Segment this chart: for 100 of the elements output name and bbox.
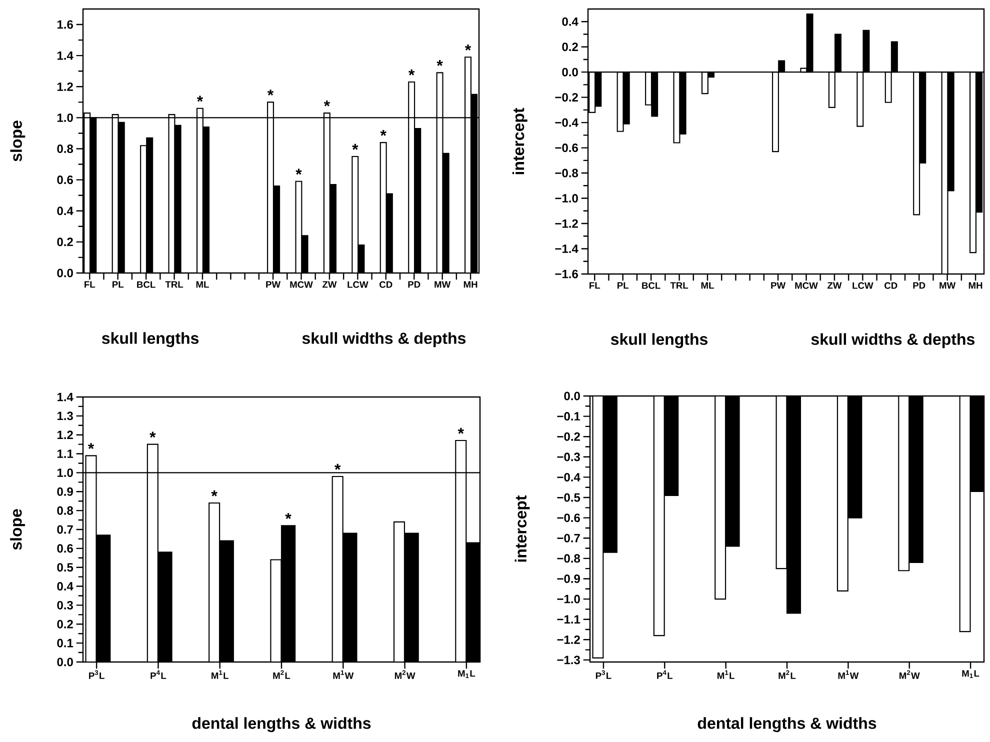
y-tick-label: 1.0 <box>57 468 73 477</box>
y-tick-label: −0.6 <box>555 144 578 152</box>
y-tick-label: 1.1 <box>57 450 74 458</box>
y-tick-label: −1.1 <box>557 615 580 624</box>
annotation: * <box>296 168 302 175</box>
text: skull widths & depths <box>302 332 466 348</box>
y-tick-label: 0.9 <box>57 487 73 496</box>
x-tick-label: M$^{2}$W <box>900 670 920 679</box>
y-tick-label: −0.4 <box>557 472 580 482</box>
y-tick-label: 1.4 <box>57 51 74 60</box>
y-tick-label: −1.4 <box>555 244 578 253</box>
x-axis-title: dental lengths & widths <box>192 717 371 732</box>
y-tick-label: 0.6 <box>57 544 73 553</box>
text: skull lengths <box>610 333 708 348</box>
x-tick-label: M$_{1}$L <box>962 670 980 678</box>
x-tick-label: PD <box>913 282 926 289</box>
x-tick-label: MH <box>464 281 478 288</box>
y-tick-label: 1.2 <box>57 82 73 91</box>
y-tick-label: 0.6 <box>57 176 73 184</box>
annotation: * <box>380 130 386 136</box>
y-tick-label: −0.8 <box>555 168 578 178</box>
annotation: * <box>150 432 156 438</box>
annotation: * <box>408 69 415 76</box>
annotation: * <box>196 96 204 102</box>
annotation: * <box>324 100 330 106</box>
y-tick-label: 0.0 <box>564 392 580 400</box>
y-axis-title: slope <box>10 120 26 162</box>
y-tick-label: −0.7 <box>557 534 580 542</box>
annotation: * <box>464 44 472 50</box>
annotation: * <box>285 513 292 520</box>
x-tick-label: PW <box>266 281 281 288</box>
y-tick-label: 0.2 <box>57 620 73 628</box>
y-tick-label: 1.6 <box>57 20 73 29</box>
y-tick-label: −0.4 <box>555 118 578 127</box>
y-tick-label: 0.8 <box>57 144 74 154</box>
x-tick-label: M$^{1}$L <box>718 670 734 679</box>
x-axis-title: dental lengths & widths <box>698 717 876 732</box>
x-tick-label: ML <box>701 282 714 289</box>
x-tick-label: PD <box>408 281 420 288</box>
x-tick-label: M$^{2}$L <box>273 670 290 679</box>
x-tick-label: ZW <box>827 282 842 289</box>
x-tick-label: BCL <box>137 281 156 288</box>
y-tick-label: −0.6 <box>557 514 580 522</box>
x-tick-label: M$^{1}$W <box>838 670 859 679</box>
x-tick-label: P$^{4}$L <box>657 670 673 679</box>
y-tick-label: 0.7 <box>57 525 73 534</box>
x-tick-label: LCW <box>348 281 368 288</box>
y-tick-label: 0.0 <box>57 658 73 666</box>
y-tick-label: −0.5 <box>557 493 580 502</box>
x-tick-label: PL <box>618 282 629 289</box>
y-axis-title: intercept <box>514 495 530 562</box>
y-tick-label: 0.0 <box>57 268 73 278</box>
y-tick-label: 1.3 <box>57 412 73 420</box>
y-tick-label: 0.3 <box>57 600 73 610</box>
x-tick-label: MW <box>940 282 956 289</box>
x-tick-label: M$^{2}$W <box>394 670 416 679</box>
y-tick-label: 1.2 <box>57 430 73 440</box>
x-tick-label: ML <box>196 281 209 288</box>
x-tick-label: PL <box>112 281 124 288</box>
x-tick-label: MCW <box>290 281 313 288</box>
y-tick-label: −0.8 <box>557 554 580 563</box>
y-tick-label: −0.1 <box>557 412 580 421</box>
y-tick-label: −0.9 <box>557 574 580 583</box>
annotation: * <box>267 90 274 96</box>
y-tick-label: 0.4 <box>57 206 74 216</box>
x-tick-label: BCL <box>642 282 660 289</box>
annotation: * <box>352 144 358 150</box>
x-tick-label: M$^{1}$L <box>212 670 228 679</box>
y-axis-title: intercept <box>512 108 528 174</box>
y-axis-title: slope <box>10 509 25 550</box>
x-tick-label: LCW <box>852 282 874 289</box>
y-tick-label: 0.2 <box>57 238 73 246</box>
x-tick-label: TRL <box>165 281 184 288</box>
y-tick-label: −0.3 <box>557 452 580 462</box>
text: skull widths & depths <box>811 333 974 348</box>
x-tick-label: M$^{2}$L <box>778 670 796 679</box>
y-tick-label: 0.5 <box>57 563 74 572</box>
y-tick-label: −1.6 <box>555 270 578 278</box>
x-tick-label: P$^{4}$L <box>150 670 166 679</box>
annotation: * <box>211 490 218 496</box>
y-tick-label: −1.0 <box>557 594 580 604</box>
x-tick-label: M$^{1}$W <box>333 670 354 679</box>
y-tick-label: 1.4 <box>57 392 74 402</box>
x-tick-label: CD <box>884 282 898 289</box>
y-tick-label: −0.2 <box>557 432 580 441</box>
annotation: * <box>88 443 94 450</box>
x-tick-label: MH <box>968 282 982 289</box>
text: skull lengths <box>102 332 199 348</box>
x-tick-label: P$^{3}$L <box>89 670 104 679</box>
y-tick-label: −0.2 <box>555 93 578 102</box>
x-tick-label: TRL <box>670 282 688 289</box>
x-tick-label: PW <box>771 282 786 289</box>
annotation: * <box>458 428 464 434</box>
y-tick-label: 0.1 <box>57 638 74 648</box>
x-tick-label: MW <box>434 281 451 288</box>
x-tick-label: FL <box>590 282 600 289</box>
x-tick-label: CD <box>380 281 392 288</box>
x-tick-label: FL <box>84 281 96 288</box>
y-tick-label: −1.3 <box>557 656 580 664</box>
y-tick-label: 0.4 <box>562 17 578 26</box>
